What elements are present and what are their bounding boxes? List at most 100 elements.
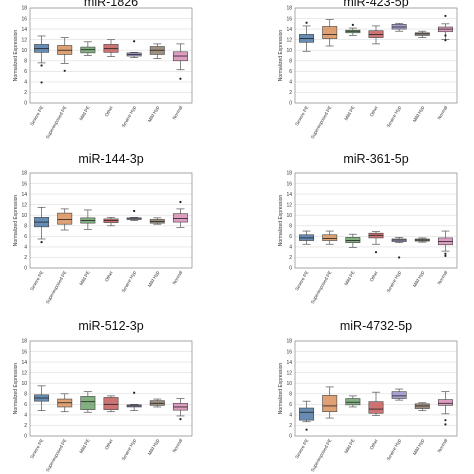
x-tick-label: Normal [172,438,184,453]
y-tick-label: 4 [289,80,292,86]
y-tick-label: 14 [286,360,292,366]
y-tick-label: 8 [24,391,27,397]
box-7 [437,230,453,257]
y-tick-label: 6 [24,234,27,240]
box-5 [126,391,142,412]
outlier-point [398,256,401,259]
x-tick-label: Severe Hyp [121,105,138,129]
x-tick-label: Superimposed PE [45,105,68,140]
y-tick-label: 4 [24,245,27,251]
box-iqr [345,237,361,243]
y-axis-label: Normalized Expression [13,195,19,247]
box-iqr [103,397,119,410]
box-3 [345,395,361,408]
y-tick-label: 2 [24,255,27,261]
box-3 [345,23,361,36]
y-tick-label: 0 [24,266,27,272]
x-tick-label: Mild Hyp [147,270,160,288]
box-iqr [368,401,384,414]
box-6 [149,43,165,60]
box-3 [345,233,361,248]
x-tick-label: Severe PE [29,438,44,460]
y-tick-label: 8 [24,223,27,229]
box-2 [322,230,338,245]
box-1 [34,35,50,84]
box-6 [414,237,430,243]
x-tick-label: Superimposed PE [45,270,68,305]
x-tick-label: Mild PE [78,270,90,286]
y-tick-label: 0 [24,101,27,107]
plot-frame [294,172,458,269]
box-7 [172,43,188,80]
panel-4: miR-361-5p 0 2 4 6 8 10 12 14 16 18 Normalized Expr… [278,152,458,305]
outlier-point [444,34,447,37]
outlier-point [133,391,136,394]
outlier-point [40,81,43,84]
x-tick-label: Mild PE [343,438,355,454]
y-tick-label: 2 [289,90,292,96]
box-6 [414,402,430,412]
y-axis-label: Normalized Expression [278,363,284,415]
y-tick-label: 10 [21,381,27,387]
y-tick-label: 14 [21,360,27,366]
x-tick-label: Severe Hyp [121,270,138,294]
y-tick-label: 8 [24,58,27,64]
box-iqr [57,212,73,225]
x-tick-label: Severe Hyp [386,438,403,462]
box-2 [57,393,73,413]
box-2 [57,37,73,72]
outlier-point [444,423,447,426]
y-tick-label: 2 [289,255,292,261]
y-tick-label: 6 [24,69,27,75]
x-tick-label: Severe PE [294,270,309,292]
box-iqr [80,396,96,410]
x-tick-label: Superimposed PE [310,105,333,140]
outlier-point [179,418,182,421]
box-6 [414,30,430,38]
y-tick-label: 10 [286,48,292,54]
y-tick-label: 8 [289,58,292,64]
y-tick-label: 6 [24,402,27,408]
y-tick-label: 4 [24,413,27,419]
panel-3: miR-144-3p 0 2 4 6 8 10 12 14 16 18 Normalized Expr… [13,152,193,305]
box-iqr [391,391,407,399]
y-tick-label: 6 [289,69,292,75]
panel-1: miR-1826 0 2 4 6 8 10 12 14 16 18 Normalized Expres… [13,0,193,140]
outlier-point [40,64,43,67]
panel-title: miR-512-3p [78,319,143,333]
y-tick-label: 0 [24,434,27,440]
panel-title: miR-1826 [84,0,138,9]
plot-frame [294,7,458,104]
box-5 [126,209,142,221]
y-axis-label: Normalized Expression [278,195,284,247]
x-tick-label: Normal [437,438,449,453]
box-4 [103,216,119,227]
panel-6: miR-4732-5p 0 2 4 6 8 10 12 14 16 18 Normalized Exp… [278,319,458,473]
y-tick-label: 12 [286,370,292,376]
x-tick-label: Mild PE [78,438,90,454]
y-axis-label: Normalized Expression [13,30,19,82]
box-1 [299,400,315,431]
box-1 [34,385,50,412]
box-4 [103,39,119,57]
y-tick-label: 14 [21,192,27,198]
box-iqr [322,234,338,241]
box-1 [299,21,315,52]
y-tick-label: 16 [21,16,27,22]
y-tick-label: 16 [286,181,292,187]
box-3 [80,41,96,56]
outlier-point [133,209,136,213]
x-tick-label: Other [369,105,379,118]
plot-frame [29,340,193,437]
box-6 [149,217,165,225]
outlier-point [444,419,447,422]
box-7 [437,391,453,426]
box-4 [368,391,384,416]
panel-title: miR-144-3p [78,152,143,166]
box-6 [149,398,165,408]
plot-frame [29,7,193,104]
y-tick-label: 18 [286,339,292,345]
panel-5: miR-512-3p 0 2 4 6 8 10 12 14 16 18 Normalized Expr… [13,319,193,473]
panel-2: miR-423-5p 0 2 4 6 8 10 12 14 16 18 Normalized Expr… [278,0,458,140]
